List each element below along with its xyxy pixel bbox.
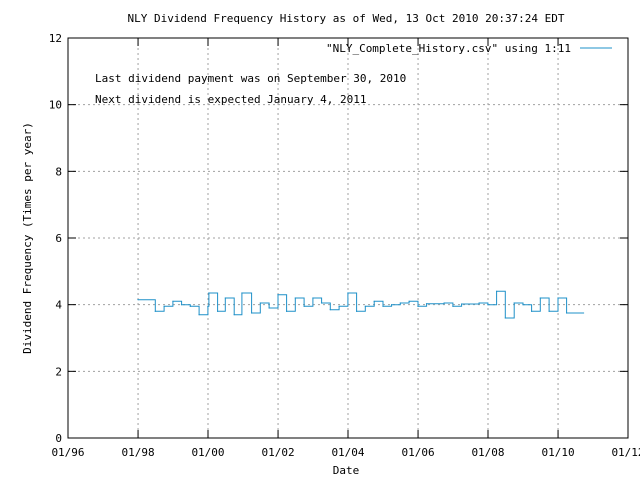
- y-tick-label: 10: [49, 99, 62, 112]
- legend-label: "NLY_Complete_History.csv" using 1:11: [326, 42, 571, 55]
- data-point: [356, 310, 358, 312]
- data-point: [312, 297, 314, 299]
- annotation-next-dividend: Next dividend is expected January 4, 201…: [95, 93, 367, 106]
- data-point: [137, 299, 139, 301]
- data-point: [531, 310, 533, 312]
- data-point: [294, 297, 296, 299]
- data-point: [154, 310, 156, 312]
- data-point: [460, 303, 463, 305]
- data-point: [391, 304, 393, 306]
- data-point: [320, 302, 323, 304]
- data-point: [329, 309, 331, 311]
- x-tick-label: 01/96: [51, 446, 84, 459]
- data-point: [364, 305, 366, 307]
- x-tick-label: 01/08: [471, 446, 504, 459]
- x-tick-label: 01/04: [331, 446, 364, 459]
- x-tick-label: 01/98: [121, 446, 154, 459]
- x-axis-label: Date: [333, 464, 360, 477]
- data-point: [513, 302, 515, 304]
- y-tick-label: 0: [55, 432, 62, 445]
- data-point: [548, 310, 550, 312]
- data-point: [189, 305, 191, 307]
- data-point: [417, 305, 419, 307]
- data-point: [268, 307, 270, 309]
- x-tick-label: 01/12: [611, 446, 640, 459]
- data-point: [565, 312, 568, 314]
- axis-ticks: 0 2 4 6 8 10 12 01/96 01/98 01/00 01/02 01/04 01/06 0…: [49, 32, 640, 459]
- data-point: [207, 305, 209, 307]
- data-point: [277, 294, 279, 296]
- y-tick-label: 12: [49, 32, 62, 45]
- data-point: [399, 302, 401, 304]
- data-point: [233, 314, 235, 316]
- data-point: [285, 310, 288, 312]
- y-tick-label: 6: [55, 232, 62, 245]
- data-point: [198, 314, 200, 316]
- data-point: [539, 297, 541, 299]
- chart-title: NLY Dividend Frequency History as of Wed…: [127, 12, 564, 25]
- y-tick-label: 2: [55, 365, 62, 378]
- y-tick-label: 4: [55, 299, 62, 312]
- data-point: [557, 297, 559, 299]
- x-tick-label: 01/10: [541, 446, 574, 459]
- data-point: [452, 305, 454, 307]
- data-point: [259, 302, 261, 304]
- data-series: [137, 290, 585, 319]
- data-point: [373, 300, 375, 302]
- data-point: [208, 292, 210, 294]
- data-point: [496, 290, 498, 292]
- x-tick-label: 01/02: [261, 446, 294, 459]
- data-point: [478, 302, 480, 304]
- data-point: [522, 304, 524, 306]
- data-point: [443, 302, 445, 304]
- data-point: [425, 303, 428, 305]
- series-line: [138, 290, 585, 319]
- data-point: [224, 297, 226, 299]
- data-point: [303, 305, 305, 307]
- data-point: [487, 304, 489, 306]
- data-point: [216, 310, 219, 312]
- annotation-last-dividend: Last dividend payment was on September 3…: [95, 72, 406, 85]
- x-tick-label: 01/00: [191, 446, 224, 459]
- data-point: [338, 305, 340, 307]
- data-point: [251, 312, 253, 314]
- data-point: [504, 317, 506, 319]
- x-tick-label: 01/06: [401, 446, 434, 459]
- y-tick-label: 8: [55, 165, 62, 178]
- data-point: [408, 300, 410, 302]
- data-point: [172, 300, 174, 302]
- data-point: [347, 292, 349, 294]
- data-point: [382, 305, 384, 307]
- data-point: [241, 292, 243, 294]
- y-axis-label: Dividend Frequency (Times per year): [21, 122, 34, 354]
- data-point: [163, 305, 165, 307]
- data-point: [180, 304, 183, 306]
